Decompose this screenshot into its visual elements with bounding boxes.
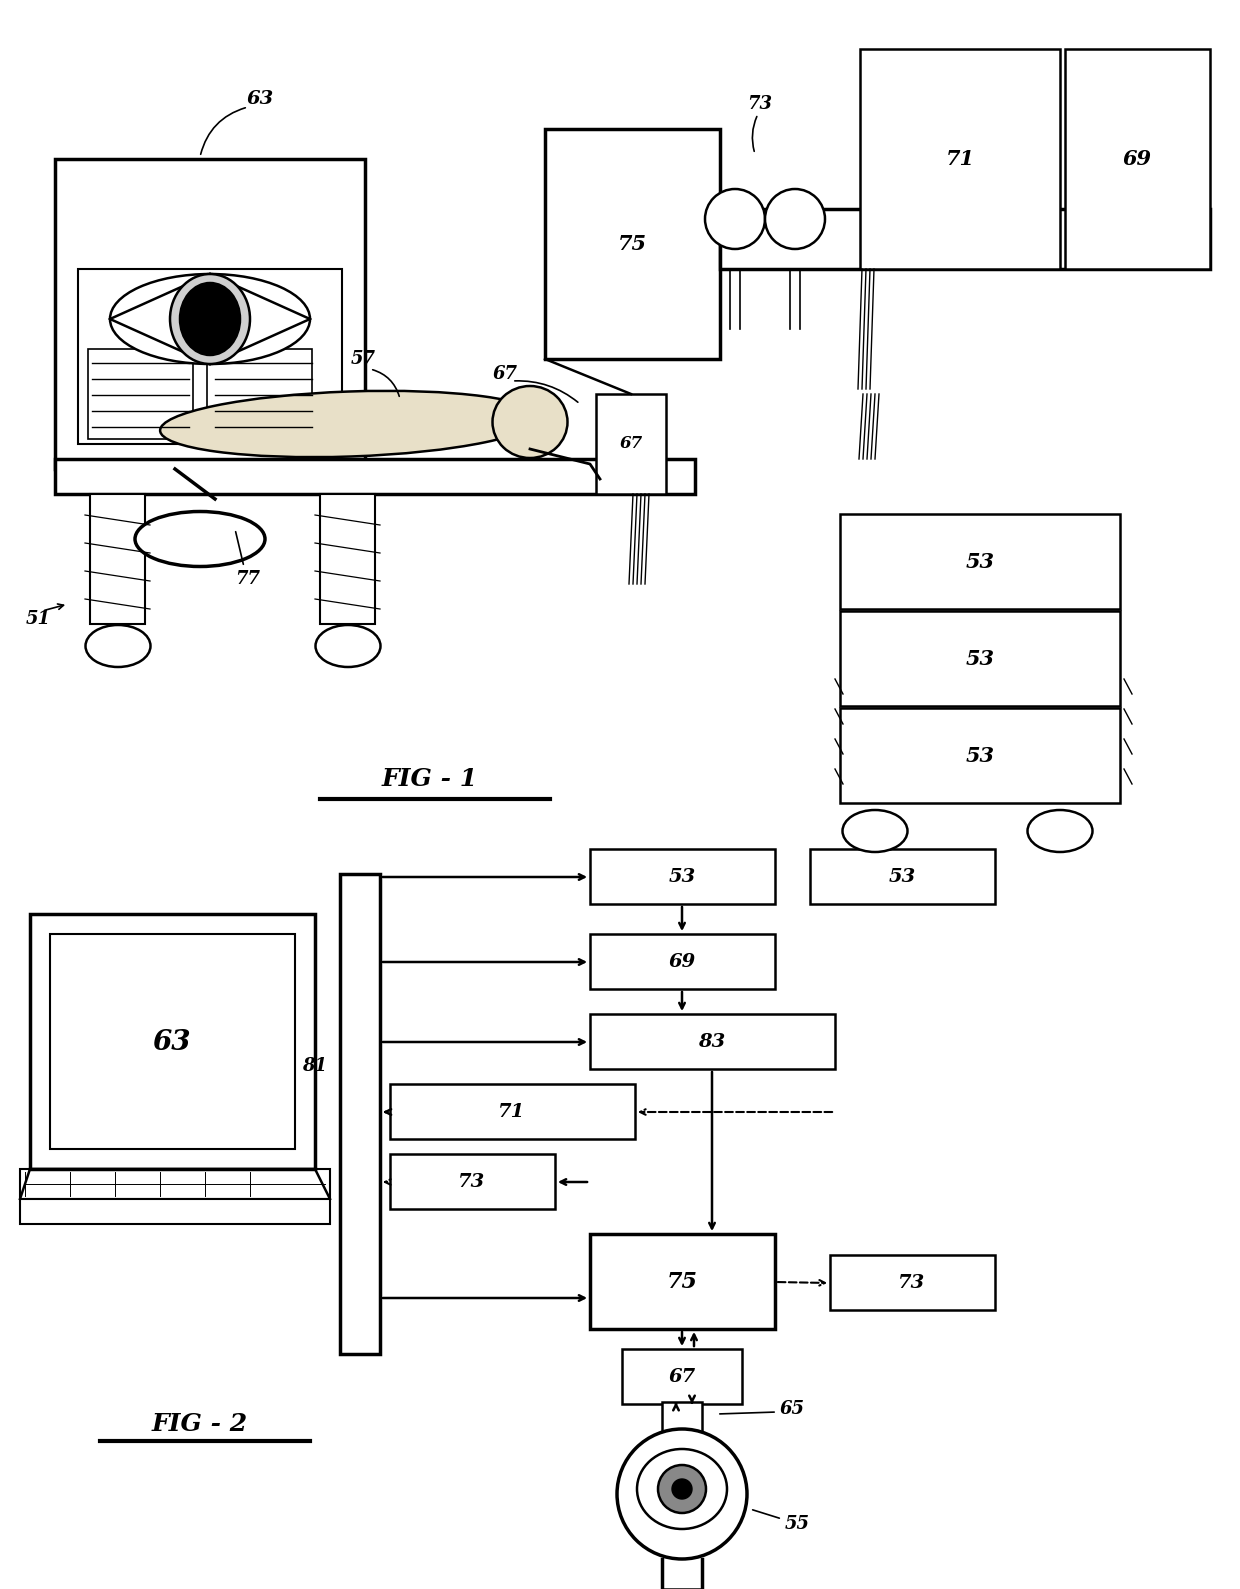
Text: 53: 53 <box>888 868 915 887</box>
Bar <box>662 1401 702 1432</box>
Text: 53: 53 <box>966 551 994 572</box>
Bar <box>320 494 374 624</box>
Text: 51: 51 <box>26 610 51 628</box>
Text: 67: 67 <box>492 365 517 383</box>
Bar <box>391 1084 635 1139</box>
Bar <box>20 1200 330 1224</box>
Circle shape <box>618 1429 746 1559</box>
Bar <box>207 350 312 439</box>
Bar <box>810 849 994 904</box>
Bar <box>590 1014 835 1069</box>
Text: 83: 83 <box>698 1033 725 1050</box>
Text: 67: 67 <box>619 435 642 453</box>
Bar <box>839 612 1120 706</box>
Bar <box>590 849 775 904</box>
Ellipse shape <box>135 512 265 567</box>
Bar <box>861 49 1060 269</box>
Bar <box>590 934 775 988</box>
Ellipse shape <box>170 273 250 364</box>
Text: 71: 71 <box>945 149 975 168</box>
Text: 73: 73 <box>459 1173 486 1192</box>
Bar <box>91 494 145 624</box>
Text: 69: 69 <box>1122 149 1152 168</box>
Text: 67: 67 <box>668 1368 696 1386</box>
Bar <box>55 459 694 494</box>
Bar <box>20 1170 330 1200</box>
Bar <box>30 914 315 1170</box>
Text: 75: 75 <box>618 234 646 254</box>
Text: 53: 53 <box>966 745 994 766</box>
Text: 63: 63 <box>247 91 274 108</box>
Text: 57: 57 <box>351 350 376 369</box>
Text: 81: 81 <box>303 1057 327 1076</box>
Bar <box>596 394 666 494</box>
Text: 71: 71 <box>498 1103 526 1120</box>
Circle shape <box>706 189 765 249</box>
Ellipse shape <box>110 273 310 364</box>
Bar <box>622 1349 742 1405</box>
Bar <box>391 1154 556 1209</box>
Text: 55: 55 <box>785 1514 810 1533</box>
Text: 77: 77 <box>236 570 260 588</box>
Bar <box>546 129 720 359</box>
Text: 63: 63 <box>153 1028 191 1055</box>
Bar <box>78 269 342 443</box>
Ellipse shape <box>160 391 539 458</box>
Ellipse shape <box>315 624 381 667</box>
Bar <box>839 513 1120 609</box>
Bar <box>1065 49 1210 269</box>
Text: 53: 53 <box>668 868 696 887</box>
Text: 69: 69 <box>668 953 696 971</box>
Bar <box>720 210 1210 269</box>
Bar <box>88 350 193 439</box>
Text: 65: 65 <box>780 1400 805 1417</box>
Text: 75: 75 <box>667 1271 697 1293</box>
Bar <box>340 874 379 1354</box>
Ellipse shape <box>672 1479 692 1498</box>
Ellipse shape <box>842 810 908 852</box>
Ellipse shape <box>180 283 241 354</box>
Ellipse shape <box>86 624 150 667</box>
Bar <box>55 159 365 469</box>
Circle shape <box>765 189 825 249</box>
Text: FIG - 2: FIG - 2 <box>153 1413 248 1436</box>
Ellipse shape <box>492 386 568 458</box>
Text: 73: 73 <box>748 95 773 113</box>
Bar <box>590 1235 775 1328</box>
Ellipse shape <box>637 1449 727 1529</box>
Text: 53: 53 <box>966 648 994 669</box>
Ellipse shape <box>658 1465 706 1513</box>
Text: FIG - 1: FIG - 1 <box>382 767 479 791</box>
Bar <box>50 934 295 1149</box>
Bar <box>839 709 1120 802</box>
Ellipse shape <box>1028 810 1092 852</box>
Bar <box>830 1255 994 1309</box>
Text: 73: 73 <box>898 1274 925 1292</box>
